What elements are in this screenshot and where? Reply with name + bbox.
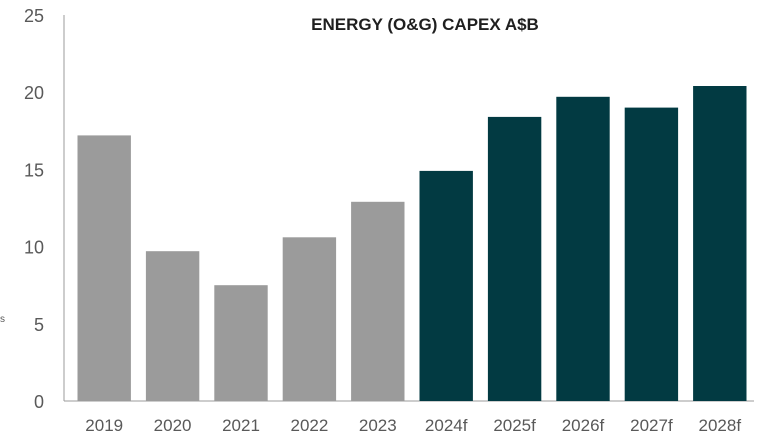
x-tick-label: 2021 [222,416,260,435]
x-tick-label: 2024f [425,416,468,435]
x-tick-label: 2023 [359,416,397,435]
y-tick-label: 15 [24,160,44,180]
bar-2025f [487,116,542,402]
y-tick-label: 25 [24,6,44,26]
x-tick-label: 2019 [85,416,123,435]
bar-2026f [556,96,610,402]
x-tick-label: 2022 [290,416,328,435]
bar-2020 [145,251,200,401]
y-axis-label: s [0,314,5,325]
y-tick-labels: 0 5 10 15 20 25 [24,6,44,412]
bar-2019 [77,135,131,401]
y-tick-label: 5 [34,315,44,335]
x-tick-label: 2028f [699,416,742,435]
category-labels: 2019 2020 2021 2022 2023 2024f 2025f 2026f 2027f… [85,416,741,435]
bars [77,86,747,402]
x-tick-label: 2020 [154,416,192,435]
chart-title: ENERGY (O&G) CAPEX A$B [311,15,539,34]
x-tick-label: 2025f [493,416,536,435]
bar-2022 [282,237,337,401]
y-tick-label: 10 [24,238,44,258]
x-tick-label: 2026f [562,416,605,435]
y-tick-label: 20 [24,83,44,103]
bar-2021 [214,285,268,401]
y-tick-label: 0 [34,392,44,412]
bar-2028f [693,86,747,401]
x-tick-label: 2027f [630,416,673,435]
bar-2027f [624,107,679,401]
bar-2023 [351,201,405,401]
bar-2024f [419,170,473,401]
